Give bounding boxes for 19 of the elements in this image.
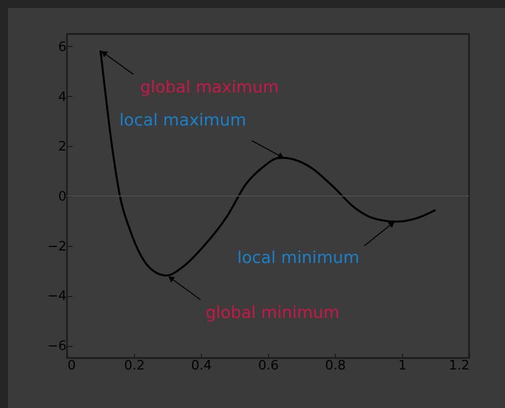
line-series: [100, 49, 436, 277]
y-tick-label: 4: [58, 90, 66, 105]
x-tick-label: 0: [68, 358, 76, 374]
x-tick-label: 1: [398, 358, 407, 374]
y-tick-label: 0: [58, 190, 66, 204]
x-tick-label: 0.6: [258, 358, 279, 374]
x-tick-label: 0.2: [124, 358, 145, 374]
annotation: global minimum: [206, 302, 340, 322]
y-tick-label: −6: [47, 339, 66, 354]
y-tick-label: −4: [47, 289, 66, 304]
x-tick-label: 0.8: [325, 358, 346, 374]
x-tick-label: 0.4: [191, 358, 212, 374]
annotation: local minimum: [237, 248, 360, 267]
y-tick-label: −2: [47, 239, 66, 254]
y-tick-label: 6: [58, 40, 66, 55]
y-tick-label: 2: [58, 140, 66, 155]
annotation: global maximum: [140, 77, 279, 96]
annotation: local maximum: [119, 110, 246, 130]
x-tick-label: 1.2: [448, 358, 470, 374]
